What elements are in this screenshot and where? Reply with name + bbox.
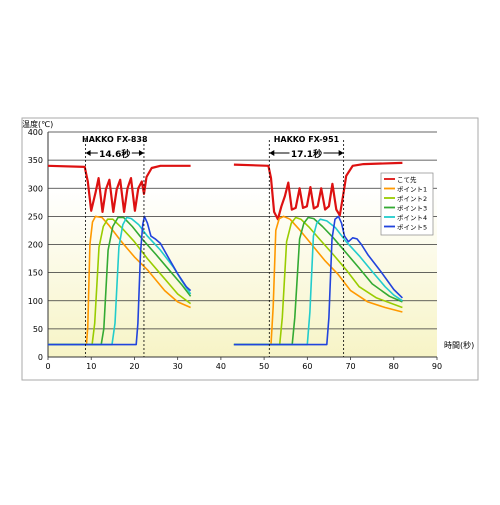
series-line-5-segment-2 xyxy=(233,218,403,346)
series-line-2-segment-1 xyxy=(48,215,191,346)
x-tick-label: 10 xyxy=(86,362,96,371)
legend-label-2: ポイント1 xyxy=(397,186,427,194)
series-line-2-segment-2 xyxy=(233,215,403,346)
x-tick-label: 60 xyxy=(302,362,312,371)
x-tick-label: 0 xyxy=(45,362,50,371)
annotation-2-arrow-head-left xyxy=(269,150,275,156)
series-line-6-segment-2 xyxy=(233,215,403,346)
x-tick-label: 20 xyxy=(129,362,139,371)
legend-box xyxy=(380,172,434,236)
annotation-2-title: HAKKO FX-951 xyxy=(274,135,340,144)
annotation-1-title: HAKKO FX-838 xyxy=(82,135,148,144)
legend-label-4: ポイント3 xyxy=(397,205,427,213)
annotation-2-label-bg xyxy=(289,147,324,159)
series-line-1-segment-2 xyxy=(233,161,403,221)
annotation-1-arrow-head-right xyxy=(138,150,144,156)
annotation-1-arrow-head-left xyxy=(85,150,91,156)
y-tick-label: 0 xyxy=(38,353,43,362)
axes: 0 50 100 150 200 250 300 350 400 0 10 20 30 40 50 60 70 8… xyxy=(28,128,442,371)
annotations: HAKKO FX-838 14.6秒 HAKKO FX-951 17.1秒 xyxy=(82,135,345,357)
y-tick-label: 400 xyxy=(28,128,43,137)
legend-label-3: ポイント2 xyxy=(397,195,427,203)
series-line-6-segment-1 xyxy=(48,215,192,346)
series-line-1-segment-1 xyxy=(47,164,191,213)
y-tick-label: 250 xyxy=(28,212,43,221)
annotation-2-arrow-head-right xyxy=(338,150,344,156)
legend-label-5: ポイント4 xyxy=(397,214,427,222)
y-tick-label: 100 xyxy=(28,297,43,306)
annotation-1-label-bg xyxy=(97,147,132,159)
series-line-3-segment-1 xyxy=(48,218,192,346)
series-line-3-segment-2 xyxy=(233,216,403,346)
x-tick-label: 40 xyxy=(216,362,226,371)
annotation-1-duration: 14.6秒 xyxy=(99,148,130,160)
x-tick-label: 90 xyxy=(432,362,442,371)
y-tick-label: 200 xyxy=(28,241,43,250)
y-tick-label: 300 xyxy=(28,184,43,193)
legend-label-1: こて先 xyxy=(397,175,417,184)
series-line-4-segment-1 xyxy=(48,216,192,346)
series-lines xyxy=(47,161,403,346)
x-tick-label: 70 xyxy=(345,362,355,371)
x-axis-label: 時間(秒) xyxy=(444,340,474,350)
annotation-2-duration: 17.1秒 xyxy=(291,148,322,160)
x-tick-label: 50 xyxy=(259,362,269,371)
legend-label-6: ポイント5 xyxy=(397,224,427,232)
y-axis-label: 温度(℃) xyxy=(22,119,53,129)
x-tick-label: 30 xyxy=(173,362,183,371)
x-tick-label: 80 xyxy=(389,362,399,371)
y-tick-label: 150 xyxy=(28,269,43,278)
y-tick-label: 50 xyxy=(33,325,43,334)
y-tick-label: 350 xyxy=(28,156,43,165)
